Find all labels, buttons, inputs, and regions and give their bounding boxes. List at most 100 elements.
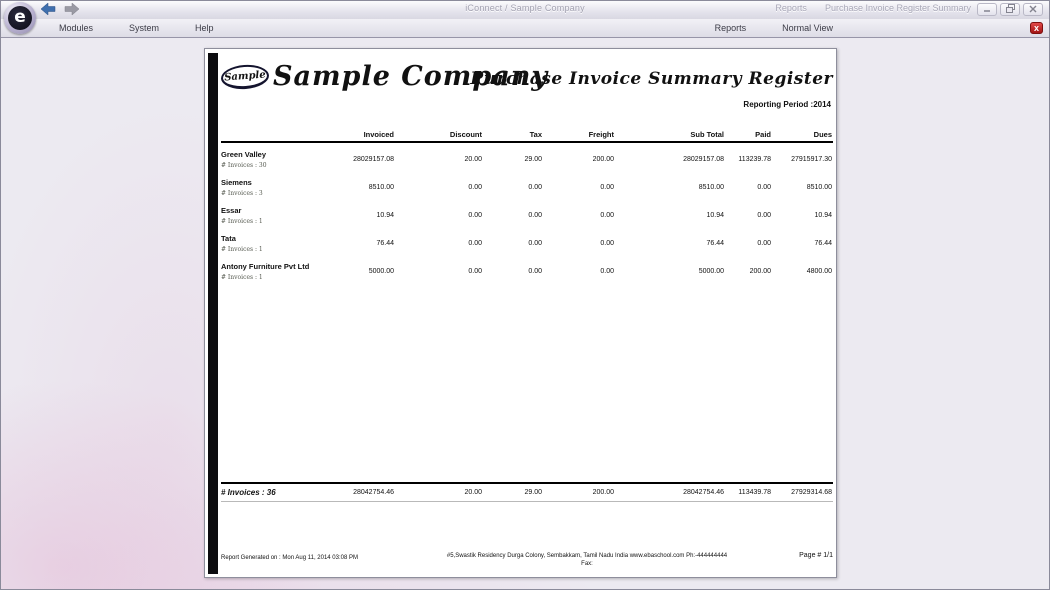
cell-dues: 10.94 [814, 211, 832, 219]
menu-bar: Modules System Help Reports Normal View … [1, 19, 1049, 38]
cell-freight: 0.00 [600, 267, 614, 275]
vendor-cell: Antony Furniture Pvt Ltd # Invoices : 1 [221, 260, 331, 283]
menu-left: Modules System Help [45, 20, 228, 36]
forward-arrow-icon [64, 2, 80, 16]
vendor-cell: Green Valley # Invoices : 30 [221, 148, 331, 171]
column-header: Invoiced [363, 130, 394, 139]
totals-rule-top [221, 482, 833, 484]
cell-tax: 29.00 [524, 155, 542, 163]
footer-generated-on: Report Generated on : Mon Aug 11, 2014 0… [221, 555, 358, 561]
company-name: Sample Company [273, 61, 549, 92]
close-report-x-icon: x [1033, 23, 1039, 33]
menu-item-help[interactable]: Help [195, 23, 214, 33]
app-logo: e [4, 2, 36, 34]
cell-dues: 76.44 [814, 239, 832, 247]
table-header-row: Invoiced Discount Tax Freight Sub Total Paid D… [221, 123, 833, 139]
footer-address: #5,Swastik Residency Durga Colony, Semba… [399, 552, 775, 568]
vendor-name: Essar [221, 205, 242, 215]
menu-right: Reports Normal View x [701, 20, 1043, 36]
cell-subtotal: 8510.00 [698, 183, 724, 191]
report-page: Sample Sample Company Purchase Invoice S… [204, 48, 837, 578]
report-left-binding-bar [208, 53, 218, 574]
restore-button[interactable] [1000, 3, 1020, 16]
table-row: Antony Furniture Pvt Ltd # Invoices : 1 … [221, 257, 833, 285]
back-arrow-icon [40, 2, 56, 16]
menu-item-system[interactable]: System [129, 23, 160, 33]
column-header: Discount [449, 130, 482, 139]
cell-paid: 0.00 [757, 211, 771, 219]
cell-discount: 0.00 [468, 211, 482, 219]
cell-discount: 20.00 [464, 155, 482, 163]
total-value: 20.00 [464, 489, 482, 496]
close-icon [1029, 5, 1037, 15]
window-title: iConnect / Sample Company [465, 3, 585, 13]
column-header: Dues [813, 130, 832, 139]
cell-tax: 0.00 [528, 211, 542, 219]
cell-freight: 0.00 [600, 211, 614, 219]
close-button[interactable] [1023, 3, 1043, 16]
company-logo-text: Sample [223, 69, 267, 84]
total-value: 200.00 [592, 489, 614, 496]
cell-freight: 0.00 [600, 183, 614, 191]
report-rows: Green Valley # Invoices : 30 28029157.08… [221, 145, 833, 285]
total-value: 29.00 [524, 489, 542, 496]
vendor-name: Tata [221, 233, 236, 243]
app-logo-icon: e [8, 6, 32, 30]
cell-invoiced: 28029157.08 [353, 155, 394, 163]
vendor-invoice-count: # Invoices : 1 [221, 273, 263, 281]
totals-row: # Invoices : 36 28042754.46 20.00 29.00 200… [221, 486, 833, 499]
cell-subtotal: 5000.00 [698, 267, 724, 275]
vendor-name: Antony Furniture Pvt Ltd [221, 261, 310, 271]
table-row: Green Valley # Invoices : 30 28029157.08… [221, 145, 833, 173]
cell-dues: 4800.00 [806, 267, 832, 275]
vendor-cell: Siemens # Invoices : 3 [221, 176, 331, 199]
workspace: Sample Sample Company Purchase Invoice S… [1, 38, 1049, 589]
vendor-invoice-count: # Invoices : 1 [221, 217, 263, 225]
menu-item-reports[interactable]: Reports [714, 23, 747, 33]
column-header: Sub Total [690, 130, 724, 139]
table-row: Essar # Invoices : 1 10.94 0.00 0.00 0.0… [221, 201, 833, 229]
cell-paid: 0.00 [757, 239, 771, 247]
vendor-cell: Tata # Invoices : 1 [221, 232, 331, 255]
report-title: Purchase Invoice Summary Register [470, 69, 833, 89]
footer-fax-line: Fax: [581, 561, 593, 567]
footer-address-line: #5,Swastik Residency Durga Colony, Semba… [446, 553, 728, 559]
title-bar[interactable]: iConnect / Sample Company Reports Purcha… [1, 1, 1049, 19]
header-rule [221, 141, 833, 143]
totals-label: # Invoices : 36 [221, 488, 276, 497]
column-header: Freight [588, 130, 614, 139]
cell-invoiced: 10.94 [376, 211, 394, 219]
cell-freight: 200.00 [592, 155, 614, 163]
cell-discount: 0.00 [468, 183, 482, 191]
total-value: 113439.78 [738, 489, 771, 496]
cell-invoiced: 8510.00 [368, 183, 394, 191]
minimize-button[interactable] [977, 3, 997, 16]
cell-subtotal: 76.44 [706, 239, 724, 247]
vendor-cell: Essar # Invoices : 1 [221, 204, 331, 227]
table-row: Siemens # Invoices : 3 8510.00 0.00 0.00… [221, 173, 833, 201]
footer-page-number: Page # 1/1 [799, 552, 833, 559]
reporting-period: Reporting Period :2014 [743, 100, 831, 109]
cell-dues: 8510.00 [806, 183, 832, 191]
cell-dues: 27915917.30 [791, 155, 832, 163]
menu-item-modules[interactable]: Modules [59, 23, 94, 33]
vendor-name: Siemens [221, 177, 252, 187]
vendor-name: Green Valley [221, 149, 267, 159]
vendor-invoice-count: # Invoices : 1 [221, 245, 263, 253]
menu-item-normal-view[interactable]: Normal View [782, 23, 833, 33]
cell-paid: 200.00 [749, 267, 771, 275]
report-footer: Report Generated on : Mon Aug 11, 2014 0… [221, 552, 833, 568]
titlebar-breadcrumb-page: Purchase Invoice Register Summary [824, 3, 971, 13]
forward-button[interactable] [64, 2, 80, 16]
totals-rule-bottom [221, 501, 833, 502]
restore-icon [1005, 4, 1015, 15]
close-report-button[interactable]: x [1030, 22, 1043, 34]
cell-tax: 0.00 [528, 239, 542, 247]
cell-paid: 0.00 [757, 183, 771, 191]
minimize-icon [983, 5, 991, 15]
cell-discount: 0.00 [468, 267, 482, 275]
cell-subtotal: 10.94 [706, 211, 724, 219]
total-value: 28042754.46 [353, 489, 394, 496]
company-logo: Sample [220, 63, 270, 91]
back-button[interactable] [40, 2, 56, 16]
